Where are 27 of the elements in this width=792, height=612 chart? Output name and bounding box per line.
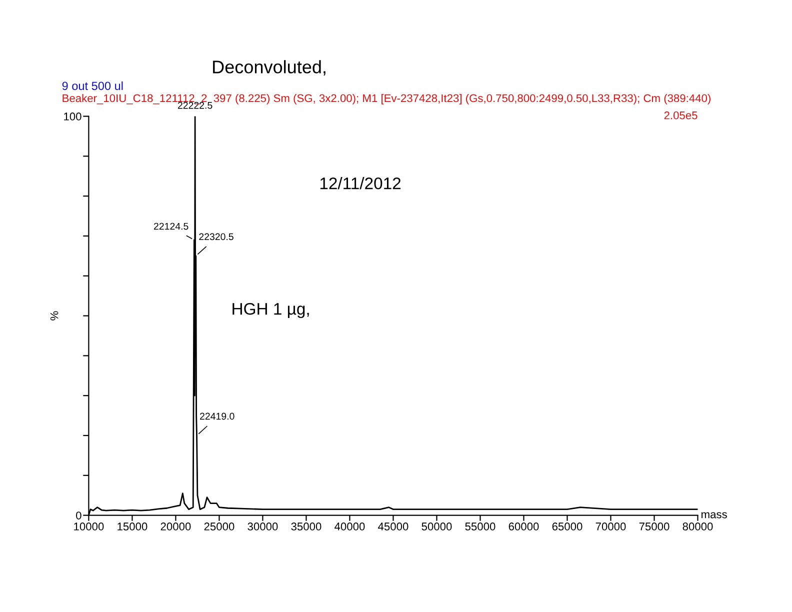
- x-tick-label: 50000: [422, 522, 452, 530]
- x-tick-label: 65000: [552, 522, 582, 530]
- x-tick-label: 30000: [248, 522, 278, 530]
- x-tick-label: 55000: [465, 522, 496, 530]
- x-tick-label: 60000: [508, 522, 539, 530]
- y-tick-label: 0: [76, 512, 82, 520]
- x-tick-label: 35000: [291, 522, 322, 530]
- x-tick-label: 45000: [378, 522, 408, 530]
- x-tick-label: 10000: [74, 522, 104, 530]
- x-tick-label: 40000: [334, 522, 365, 530]
- x-tick-label: 80000: [682, 522, 713, 530]
- annotation: 22320.5: [199, 233, 234, 240]
- y-axis-title: %: [50, 311, 58, 320]
- y-tick-label: 100: [64, 112, 82, 120]
- x-tick-label: 70000: [596, 522, 626, 530]
- x-tick-label: 15000: [118, 522, 148, 530]
- x-tick-label: 25000: [204, 522, 234, 530]
- annotation: HGH 1 µg,: [232, 302, 309, 318]
- chart-title: Deconvoluted,: [213, 60, 326, 76]
- x-axis-title: mass: [702, 512, 727, 518]
- annotation: 12/11/2012: [320, 177, 401, 190]
- annotation: 2.05e5: [664, 111, 698, 120]
- annotation: 22124.5: [154, 222, 188, 230]
- x-tick-label: 20000: [160, 522, 191, 530]
- chart-subtitle: 9 out 500 ul: [62, 81, 123, 90]
- x-tick-label: 75000: [639, 522, 670, 530]
- annotation: 22419.0: [200, 412, 234, 420]
